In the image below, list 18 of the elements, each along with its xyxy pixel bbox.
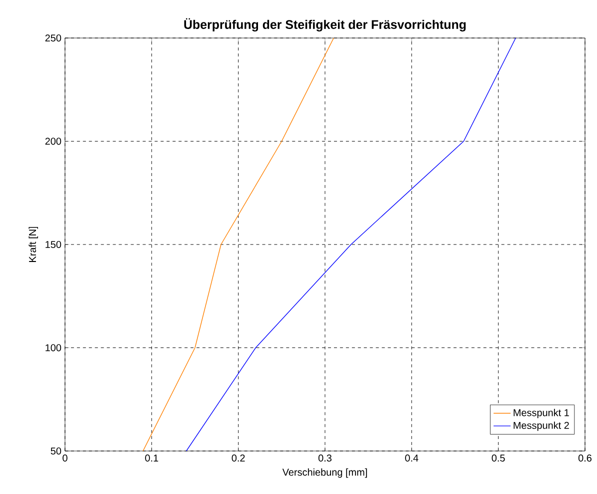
x-tick-label: 0.6 bbox=[578, 454, 592, 462]
x-tick-label: 0 bbox=[62, 454, 68, 462]
x-tick-label: 0.5 bbox=[492, 454, 505, 462]
legend-label: Messpunkt 2 bbox=[514, 422, 569, 431]
legend-label: Messpunkt 1 bbox=[514, 408, 569, 418]
chart-title: Überprüfung der Steifigkeit der Fräsvorrichtung bbox=[184, 18, 466, 32]
y-axis-title: Kraft [N] bbox=[28, 226, 38, 262]
y-tick-label: 100 bbox=[46, 344, 62, 352]
y-tick-label: 50 bbox=[50, 447, 62, 455]
line-series bbox=[142, 38, 334, 451]
y-tick-label: 200 bbox=[45, 138, 62, 145]
y-tick-label: 250 bbox=[45, 34, 62, 42]
x-tick-label: 0.4 bbox=[405, 454, 418, 462]
y-tick-label: 150 bbox=[46, 240, 62, 248]
x-tick-label: 0.2 bbox=[232, 454, 245, 462]
x-axis-title: Verschiebung [mm] bbox=[282, 468, 367, 478]
x-tick-label: 0.3 bbox=[318, 454, 332, 462]
x-tick-label: 0.1 bbox=[145, 454, 158, 462]
